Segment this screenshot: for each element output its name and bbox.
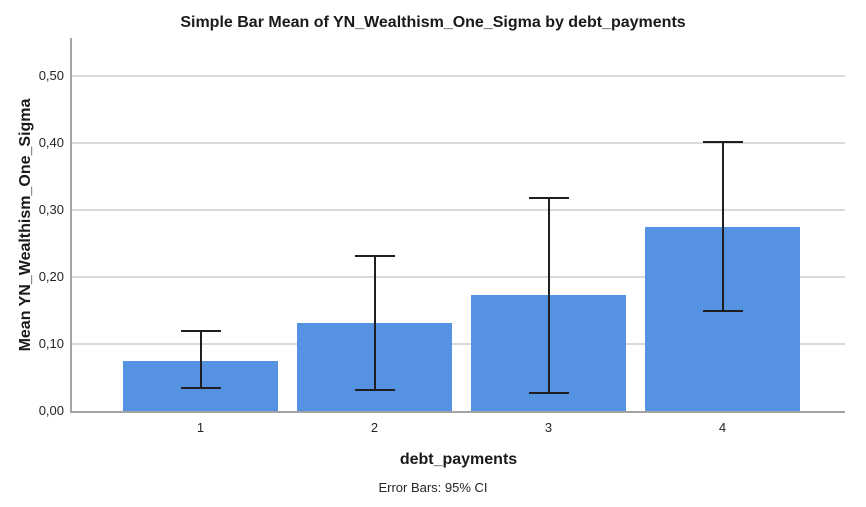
y-tick-label: 0,50 — [38, 67, 64, 83]
error-bar-cap-lower — [528, 391, 569, 394]
error-bar-cap-upper — [354, 254, 395, 257]
y-tick-label: 0,40 — [38, 134, 64, 150]
x-axis-label: debt_payments — [399, 451, 518, 468]
error-bar-cap-upper — [702, 140, 743, 143]
y-axis-label: Mean YN_Wealthism_One_Sigma — [17, 98, 34, 352]
y-tick-label: 0,10 — [38, 335, 64, 351]
error-bar-stem — [199, 330, 202, 389]
error-bar-stem — [373, 254, 376, 391]
chart-title: Simple Bar Mean of YN_Wealthism_One_Sigm… — [180, 14, 686, 31]
error-bar-stem — [547, 196, 550, 394]
gridline — [72, 275, 845, 278]
error-bar-cap-lower — [180, 386, 221, 389]
gridline — [72, 342, 845, 345]
error-bar-cap-upper — [528, 196, 569, 199]
x-tick-label: 3 — [544, 420, 553, 435]
plot-area — [70, 38, 845, 413]
error-bar-cap-upper — [180, 330, 221, 333]
x-tick-label: 1 — [196, 420, 205, 435]
y-tick-label: 0,00 — [38, 403, 64, 418]
y-tick-label: 0,30 — [38, 201, 64, 217]
error-bar-stem — [721, 140, 724, 312]
y-tick-label: 0,20 — [38, 268, 64, 284]
gridline — [72, 141, 845, 144]
x-tick-label: 4 — [718, 420, 727, 435]
x-tick-label: 2 — [370, 420, 379, 435]
error-bar-cap-lower — [702, 309, 743, 312]
error-bars-note: Error Bars: 95% CI — [378, 480, 488, 495]
gridline — [72, 74, 845, 77]
gridline — [72, 208, 845, 211]
error-bar-cap-lower — [354, 388, 395, 391]
